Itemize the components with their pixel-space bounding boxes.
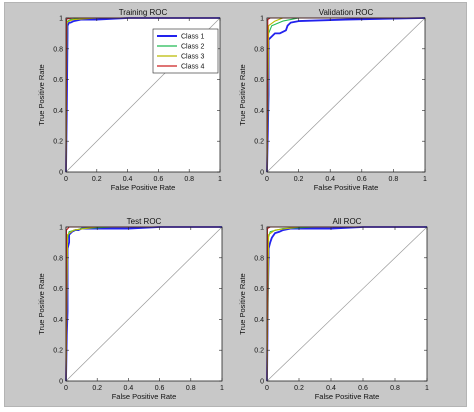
axes-box [65, 226, 223, 382]
x-tick-label: 1 [218, 176, 222, 183]
x-tick-label: 0.6 [155, 385, 165, 392]
y-tick-label: 1 [59, 16, 63, 23]
y-tick-label: 0.2 [53, 348, 63, 355]
y-tick-label: 0.8 [254, 255, 264, 262]
axes-box [266, 17, 426, 173]
y-tick-label: 0.6 [53, 286, 63, 293]
y-tick-label: 0.2 [53, 139, 63, 146]
y-tick-label: 0.6 [254, 77, 264, 84]
x-tick-label: 0.8 [184, 176, 194, 183]
x-tick-label: 0.4 [325, 176, 335, 183]
y-tick-label: 0.6 [254, 286, 264, 293]
y-axis-label: True Positive Rate [37, 273, 46, 334]
legend-label-class-2: Class 2 [181, 44, 204, 51]
axes-box [266, 226, 428, 382]
roc-chart-3: 0 0.2 0.4 0.6 0.8 1 0 0.2 0.4 0.6 0.8 1 Test ROC Fals… [37, 217, 224, 401]
x-axis-label: False Positive Rate [112, 392, 177, 401]
y-tick-label: 0.2 [254, 139, 264, 146]
diagonal-reference-line [266, 226, 428, 382]
x-tick-label: 0.2 [92, 176, 102, 183]
y-tick-label: 1 [260, 16, 264, 23]
y-axis-label: True Positive Rate [238, 273, 247, 334]
chart-title: Validation ROC [319, 8, 374, 17]
x-tick-label: 0.6 [358, 385, 368, 392]
y-tick-label: 0.4 [53, 317, 63, 324]
legend-label-class-1: Class 1 [181, 34, 204, 41]
chart-title: All ROC [333, 217, 362, 226]
legend-label-class-3: Class 3 [181, 54, 204, 61]
roc-chart-2: 0 0.2 0.4 0.6 0.8 1 0 0.2 0.4 0.6 0.8 1 Validation R… [238, 8, 427, 192]
x-tick-label: 0.8 [390, 385, 400, 392]
y-tick-label: 1 [59, 225, 63, 232]
x-tick-label: 0.2 [92, 385, 102, 392]
y-tick-label: 0.8 [254, 46, 264, 53]
axes-box [65, 17, 221, 173]
x-tick-label: 0 [265, 385, 269, 392]
y-tick-label: 0.8 [53, 255, 63, 262]
roc-chart-4: 0 0.2 0.4 0.6 0.8 1 0 0.2 0.4 0.6 0.8 1 All ROC False… [238, 217, 429, 401]
y-tick-label: 0 [260, 170, 264, 177]
x-tick-label: 0.6 [357, 176, 367, 183]
y-tick-label: 0 [59, 379, 63, 386]
y-tick-label: 1 [260, 225, 264, 232]
x-tick-label: 0.4 [124, 385, 134, 392]
y-tick-label: 0.6 [53, 77, 63, 84]
y-tick-label: 0.8 [53, 46, 63, 53]
legend-label-class-4: Class 4 [181, 64, 204, 71]
x-tick-label: 0.8 [186, 385, 196, 392]
y-tick-label: 0 [59, 170, 63, 177]
x-tick-label: 0.8 [389, 176, 399, 183]
diagonal-reference-line [65, 226, 223, 382]
x-tick-label: 0 [265, 176, 269, 183]
y-axis-label: True Positive Rate [238, 64, 247, 125]
x-tick-label: 0 [64, 385, 68, 392]
y-axis-label: True Positive Rate [37, 64, 46, 125]
x-tick-label: 0.4 [123, 176, 133, 183]
y-tick-label: 0 [260, 379, 264, 386]
legend: Class 1 Class 2 Class 3 Class 4 [152, 28, 219, 74]
x-axis-label: False Positive Rate [314, 183, 379, 192]
x-tick-label: 1 [425, 385, 429, 392]
x-axis-label: False Positive Rate [111, 183, 176, 192]
diagonal-reference-line [266, 17, 426, 173]
x-tick-label: 0.4 [326, 385, 336, 392]
y-tick-label: 0.2 [254, 348, 264, 355]
chart-title: Test ROC [127, 217, 162, 226]
x-tick-label: 0.6 [154, 176, 164, 183]
x-axis-label: False Positive Rate [315, 392, 380, 401]
x-tick-label: 1 [423, 176, 427, 183]
x-tick-label: 0.2 [294, 176, 304, 183]
y-tick-label: 0.4 [254, 108, 264, 115]
y-tick-label: 0.4 [254, 317, 264, 324]
roc-chart-1: 0 0.2 0.4 0.6 0.8 1 0 0.2 0.4 0.6 0.8 1 Training ROC… [37, 8, 222, 192]
x-tick-label: 0.2 [294, 385, 304, 392]
y-tick-label: 0.4 [53, 108, 63, 115]
x-tick-label: 0 [64, 176, 68, 183]
x-tick-label: 1 [220, 385, 224, 392]
chart-title: Training ROC [119, 8, 168, 17]
